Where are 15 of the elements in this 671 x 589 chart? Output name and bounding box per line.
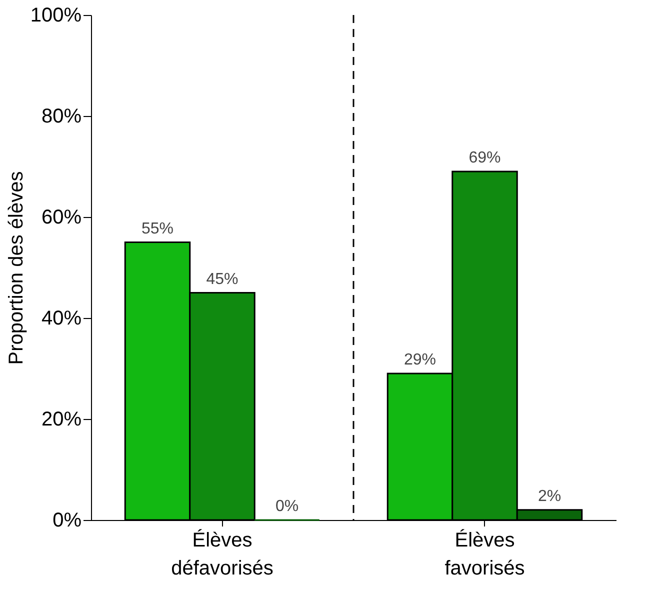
y-tick-label: 60%	[41, 206, 82, 228]
y-tick-label: 20%	[41, 408, 82, 430]
y-tick-label: 0%	[52, 510, 82, 532]
y-axis-title: Proportion des élèves	[5, 171, 28, 365]
data-label: 29%	[404, 352, 436, 369]
data-label: 45%	[206, 270, 238, 288]
y-tick-label: 100%	[30, 4, 82, 26]
y-tick-label: 80%	[41, 106, 82, 128]
data-label: 2%	[538, 488, 562, 505]
data-label: 55%	[141, 220, 174, 238]
x-tick-label: Élèves favorisés	[444, 528, 525, 580]
x-tick-label: Élèves défavorisés	[171, 528, 274, 580]
data-label: 0%	[275, 498, 299, 515]
y-tick-label: 40%	[41, 308, 82, 330]
data-label: 69%	[468, 150, 501, 167]
